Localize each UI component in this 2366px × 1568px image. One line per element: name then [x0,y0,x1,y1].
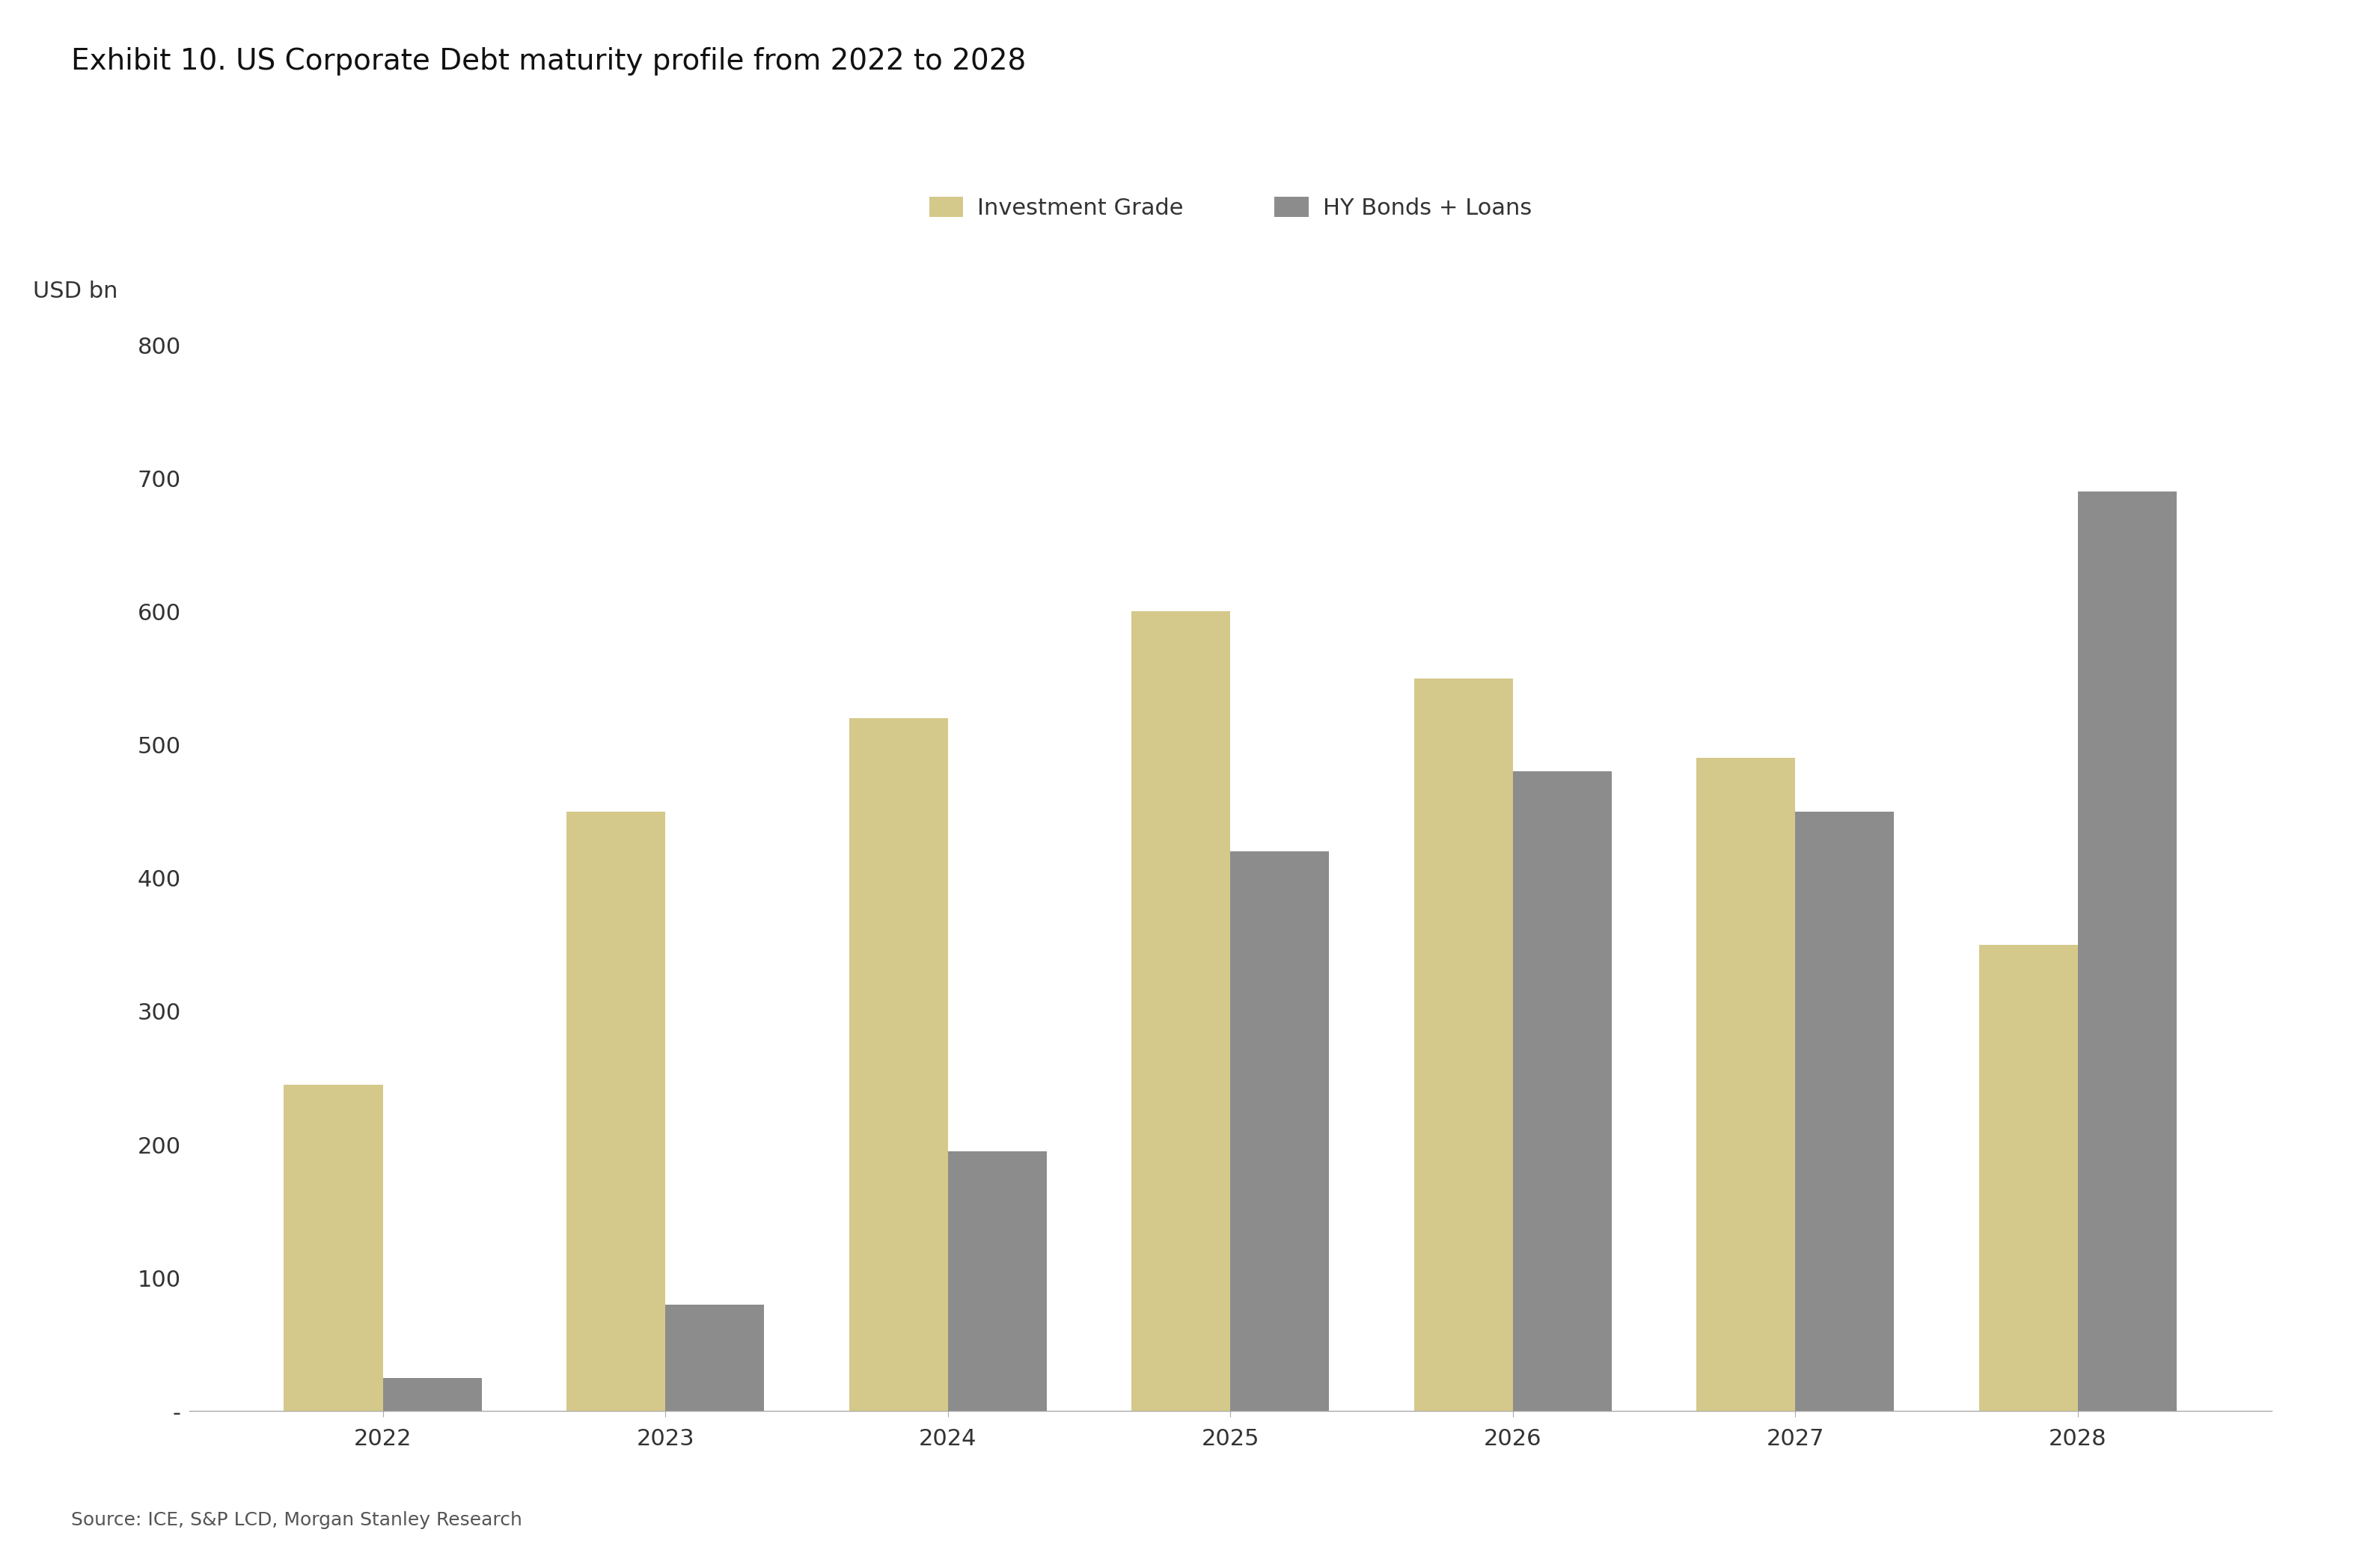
Bar [1796,812,1895,1411]
Bar [1230,851,1330,1411]
Bar [1978,944,2077,1411]
Bar [1415,677,1512,1411]
Text: USD bn: USD bn [33,281,118,303]
Legend: Investment Grade, HY Bonds + Loans: Investment Grade, HY Bonds + Loans [930,196,1531,220]
Bar [1131,612,1230,1411]
Bar [1696,757,1796,1411]
Bar [284,1085,383,1411]
Bar [1512,771,1611,1411]
Bar [949,1151,1046,1411]
Bar [665,1305,764,1411]
Text: Exhibit 10. US Corporate Debt maturity profile from 2022 to 2028: Exhibit 10. US Corporate Debt maturity p… [71,47,1027,75]
Bar [849,718,949,1411]
Text: Source: ICE, S&P LCD, Morgan Stanley Research: Source: ICE, S&P LCD, Morgan Stanley Res… [71,1512,523,1529]
Bar [2077,491,2177,1411]
Bar [383,1378,483,1411]
Bar [565,812,665,1411]
